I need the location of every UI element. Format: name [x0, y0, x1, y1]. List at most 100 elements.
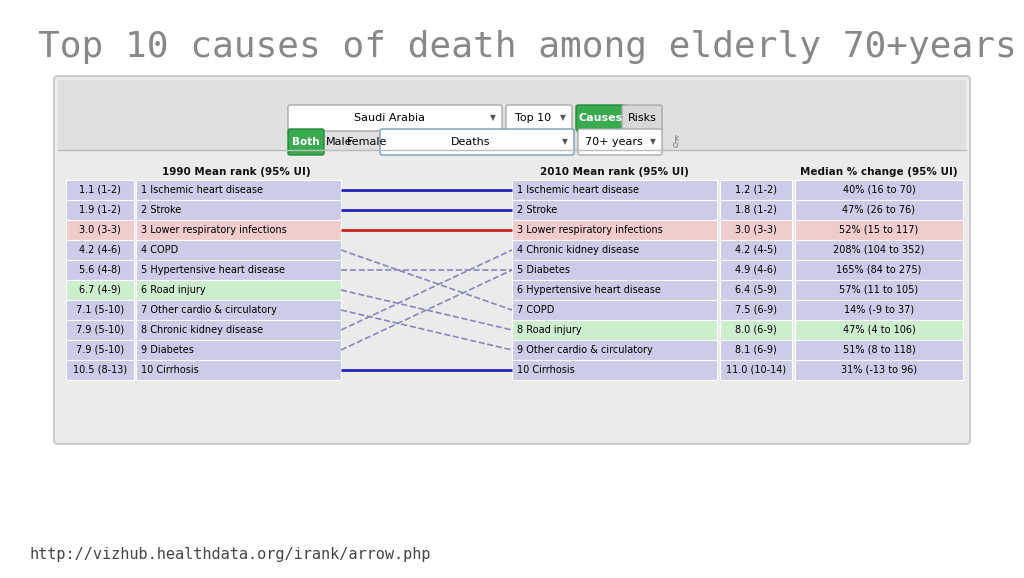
Text: 1990 Mean rank (95% UI): 1990 Mean rank (95% UI)	[162, 167, 311, 177]
Bar	[512, 220, 717, 240]
Text: 31% (-13 to 96): 31% (-13 to 96)	[841, 365, 918, 375]
Bar	[136, 300, 341, 320]
Text: 4 Chronic kidney disease: 4 Chronic kidney disease	[517, 245, 639, 255]
Text: 8 Road injury: 8 Road injury	[517, 325, 582, 335]
Text: 8.0 (6-9): 8.0 (6-9)	[735, 325, 777, 335]
Bar	[512, 340, 717, 360]
FancyBboxPatch shape	[578, 129, 662, 155]
Text: 1.2 (1-2): 1.2 (1-2)	[735, 185, 777, 195]
Bar	[136, 340, 341, 360]
Text: ▼: ▼	[650, 138, 656, 146]
Text: 165% (84 to 275): 165% (84 to 275)	[837, 265, 922, 275]
FancyBboxPatch shape	[380, 129, 574, 155]
Text: 9 Other cardio & circulatory: 9 Other cardio & circulatory	[517, 345, 652, 355]
Bar	[795, 200, 963, 220]
Text: 4.9 (4-6): 4.9 (4-6)	[735, 265, 777, 275]
Bar	[795, 180, 963, 200]
Bar	[66, 260, 134, 280]
Bar	[136, 240, 341, 260]
Text: 6 Road injury: 6 Road injury	[141, 285, 206, 295]
Text: 2 Stroke: 2 Stroke	[141, 205, 181, 215]
Text: 51% (8 to 118): 51% (8 to 118)	[843, 345, 915, 355]
Text: Risks: Risks	[628, 113, 656, 123]
Bar	[512, 180, 717, 200]
Bar	[720, 180, 792, 200]
Text: Deaths: Deaths	[452, 137, 490, 147]
Text: 4 COPD: 4 COPD	[141, 245, 178, 255]
Bar	[66, 220, 134, 240]
Text: ▼: ▼	[490, 113, 496, 123]
Text: ▼: ▼	[562, 138, 568, 146]
Bar	[66, 300, 134, 320]
Text: 3 Lower respiratory infections: 3 Lower respiratory infections	[141, 225, 287, 235]
Bar	[720, 360, 792, 380]
Text: 4.2 (4-5): 4.2 (4-5)	[735, 245, 777, 255]
Bar	[720, 300, 792, 320]
Bar	[795, 240, 963, 260]
Text: 7.9 (5-10): 7.9 (5-10)	[76, 345, 124, 355]
Text: ▼: ▼	[560, 113, 566, 123]
Text: 11.0 (10-14): 11.0 (10-14)	[726, 365, 786, 375]
Bar	[512, 300, 717, 320]
Bar	[720, 220, 792, 240]
Text: 10.5 (8-13): 10.5 (8-13)	[73, 365, 127, 375]
Bar	[66, 320, 134, 340]
FancyBboxPatch shape	[288, 129, 324, 155]
Bar	[66, 280, 134, 300]
Text: 5 Diabetes: 5 Diabetes	[517, 265, 570, 275]
Text: Both: Both	[292, 137, 319, 147]
FancyBboxPatch shape	[575, 105, 626, 131]
Text: 4.2 (4-6): 4.2 (4-6)	[79, 245, 121, 255]
Text: Top 10: Top 10	[515, 113, 551, 123]
Text: 6.4 (5-9): 6.4 (5-9)	[735, 285, 777, 295]
Text: 7.9 (5-10): 7.9 (5-10)	[76, 325, 124, 335]
FancyBboxPatch shape	[54, 76, 970, 444]
Bar	[136, 280, 341, 300]
Text: 7.5 (6-9): 7.5 (6-9)	[735, 305, 777, 315]
Bar	[795, 260, 963, 280]
Text: 7.1 (5-10): 7.1 (5-10)	[76, 305, 124, 315]
Bar	[720, 320, 792, 340]
Bar	[58, 80, 966, 150]
Bar	[720, 200, 792, 220]
FancyBboxPatch shape	[506, 105, 572, 131]
Text: 2010 Mean rank (95% UI): 2010 Mean rank (95% UI)	[540, 167, 689, 177]
Text: 47% (26 to 76): 47% (26 to 76)	[843, 205, 915, 215]
Bar	[795, 320, 963, 340]
Bar	[136, 320, 341, 340]
Bar	[512, 240, 717, 260]
Text: 57% (11 to 105): 57% (11 to 105)	[840, 285, 919, 295]
Text: 3.0 (3-3): 3.0 (3-3)	[735, 225, 777, 235]
Text: 5 Hypertensive heart disease: 5 Hypertensive heart disease	[141, 265, 285, 275]
Text: 9 Diabetes: 9 Diabetes	[141, 345, 194, 355]
Bar	[136, 180, 341, 200]
Bar	[795, 300, 963, 320]
Text: 47% (4 to 106): 47% (4 to 106)	[843, 325, 915, 335]
Bar	[795, 360, 963, 380]
FancyBboxPatch shape	[288, 105, 502, 131]
Text: 2 Stroke: 2 Stroke	[517, 205, 557, 215]
Text: 3 Lower respiratory infections: 3 Lower respiratory infections	[517, 225, 663, 235]
Text: 52% (15 to 117): 52% (15 to 117)	[840, 225, 919, 235]
Text: 10 Cirrhosis: 10 Cirrhosis	[141, 365, 199, 375]
FancyBboxPatch shape	[622, 105, 662, 131]
Text: 70+ years: 70+ years	[585, 137, 643, 147]
Bar	[795, 220, 963, 240]
Text: Female: Female	[347, 137, 387, 147]
Bar	[512, 360, 717, 380]
Text: 7 COPD: 7 COPD	[517, 305, 554, 315]
Bar	[720, 340, 792, 360]
Text: 6.7 (4-9): 6.7 (4-9)	[79, 285, 121, 295]
Bar	[512, 280, 717, 300]
Bar	[136, 360, 341, 380]
Text: 40% (16 to 70): 40% (16 to 70)	[843, 185, 915, 195]
Bar	[720, 280, 792, 300]
Text: 6 Hypertensive heart disease: 6 Hypertensive heart disease	[517, 285, 660, 295]
Text: 3.0 (3-3): 3.0 (3-3)	[79, 225, 121, 235]
Bar	[512, 200, 717, 220]
Text: 10 Cirrhosis: 10 Cirrhosis	[517, 365, 574, 375]
Text: 8.1 (6-9): 8.1 (6-9)	[735, 345, 777, 355]
Text: http://vizhub.healthdata.org/irank/arrow.php: http://vizhub.healthdata.org/irank/arrow…	[30, 547, 431, 561]
Bar	[512, 260, 717, 280]
Text: 5.6 (4-8): 5.6 (4-8)	[79, 265, 121, 275]
